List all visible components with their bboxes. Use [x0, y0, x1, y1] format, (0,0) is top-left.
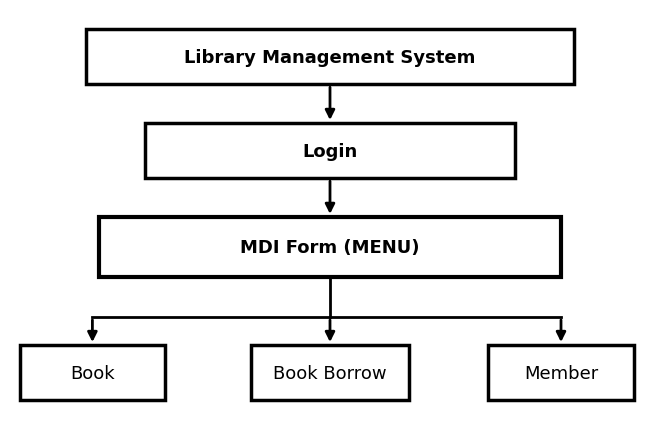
Text: Member: Member: [524, 364, 598, 382]
Text: Book: Book: [70, 364, 115, 382]
FancyBboxPatch shape: [20, 345, 165, 400]
Text: Book Borrow: Book Borrow: [273, 364, 387, 382]
FancyBboxPatch shape: [86, 30, 574, 85]
FancyBboxPatch shape: [251, 345, 409, 400]
FancyBboxPatch shape: [145, 124, 515, 179]
FancyBboxPatch shape: [99, 217, 561, 277]
Text: Login: Login: [302, 142, 358, 160]
FancyBboxPatch shape: [488, 345, 634, 400]
Text: Library Management System: Library Management System: [184, 49, 476, 66]
Text: MDI Form (MENU): MDI Form (MENU): [240, 238, 420, 256]
